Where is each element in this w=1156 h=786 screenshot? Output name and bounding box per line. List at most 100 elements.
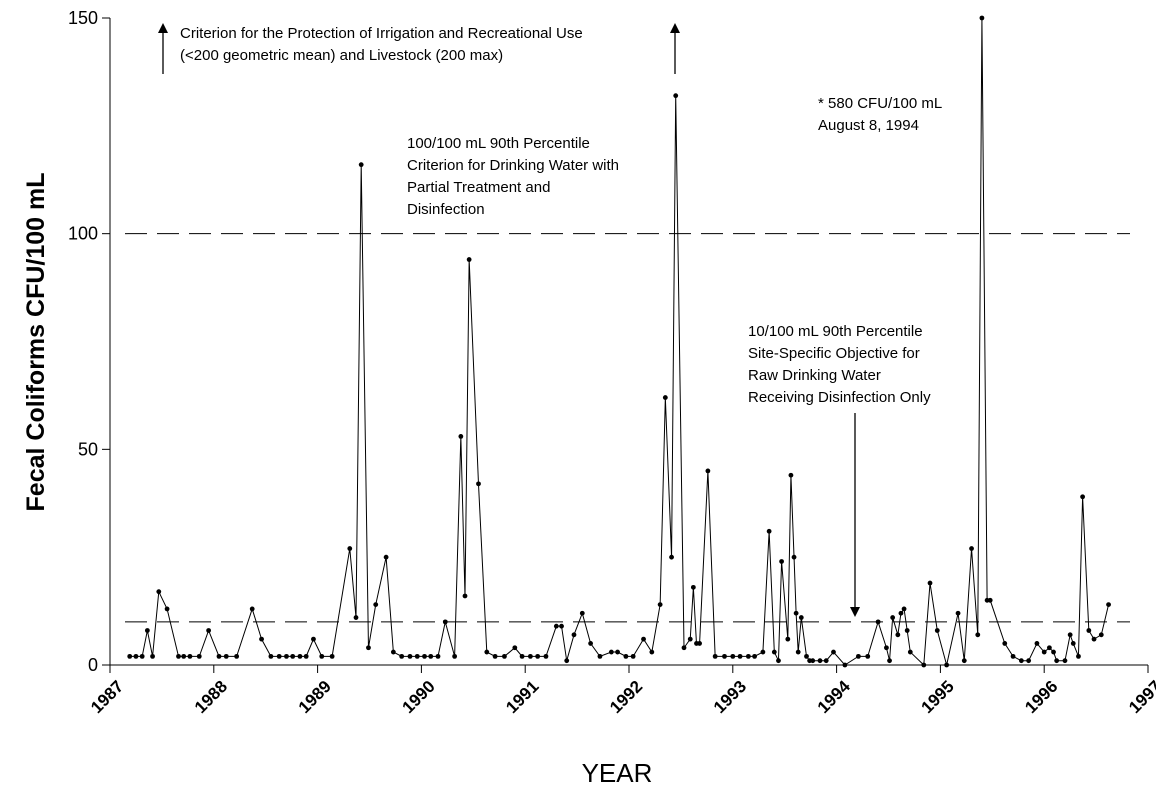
- data-point: [969, 546, 974, 551]
- data-point: [855, 653, 861, 659]
- data-point: [955, 610, 961, 616]
- data-point: [890, 615, 896, 620]
- data-point: [745, 653, 751, 659]
- data-point: [705, 468, 711, 474]
- x-tick-label: 1997: [1125, 677, 1156, 717]
- data-point: [823, 658, 829, 664]
- data-point: [1034, 641, 1040, 646]
- data-point: [234, 653, 240, 659]
- annotation: (<200 geometric mean) and Livestock (200…: [180, 47, 503, 64]
- data-point: [407, 653, 413, 659]
- data-point: [353, 615, 359, 620]
- data-point: [662, 395, 668, 400]
- data-point: [311, 636, 316, 642]
- data-point: [390, 649, 396, 655]
- data-point: [927, 580, 933, 586]
- x-tick-label: 1988: [191, 677, 231, 717]
- data-point: [579, 610, 585, 616]
- data-point: [760, 649, 766, 655]
- data-point: [502, 653, 507, 659]
- data-point: [795, 649, 801, 655]
- data-point: [895, 632, 901, 638]
- data-point: [249, 606, 255, 612]
- data-point: [798, 615, 804, 620]
- data-point: [259, 636, 264, 642]
- data-point: [133, 653, 139, 659]
- data-point: [366, 645, 371, 651]
- x-tick-label: 1993: [710, 677, 750, 717]
- data-point: [527, 653, 533, 659]
- annotation: Receiving Disinfection Only: [748, 389, 931, 406]
- data-point: [810, 658, 816, 664]
- data-point: [512, 645, 518, 651]
- data-point: [564, 658, 570, 664]
- data-point: [303, 653, 309, 659]
- data-point: [681, 645, 687, 651]
- data-point: [673, 93, 679, 99]
- data-point: [462, 593, 468, 599]
- data-point: [975, 632, 981, 638]
- data-point: [1080, 494, 1086, 500]
- data-point: [297, 653, 303, 659]
- data-point: [804, 653, 809, 659]
- data-point: [1070, 641, 1076, 646]
- data-point: [358, 162, 364, 168]
- data-point: [649, 649, 655, 655]
- data-point: [1010, 653, 1016, 659]
- annotation: Site-Specific Objective for: [748, 345, 920, 362]
- data-point: [831, 649, 836, 655]
- data-point: [139, 653, 145, 659]
- data-point: [641, 636, 646, 642]
- data-point: [1018, 658, 1024, 664]
- data-point: [987, 597, 993, 603]
- data-point: [492, 653, 498, 659]
- data-point: [1086, 628, 1092, 633]
- x-tick-label: 1996: [1021, 677, 1061, 717]
- data-point: [697, 641, 702, 646]
- annotation: Criterion for the Protection of Irrigati…: [180, 25, 583, 42]
- data-point: [615, 649, 620, 655]
- data-point: [722, 653, 727, 659]
- data-point: [422, 653, 427, 659]
- data-point: [669, 554, 674, 560]
- x-tick-label: 1995: [918, 677, 958, 717]
- data-point: [791, 554, 797, 560]
- annotation: 10/100 mL 90th Percentile: [748, 323, 923, 340]
- annotation: Raw Drinking Water: [748, 367, 881, 384]
- data-point: [944, 662, 950, 668]
- data-point: [458, 433, 464, 439]
- data-point: [553, 623, 559, 629]
- data-point: [373, 602, 379, 608]
- data-point: [875, 619, 881, 625]
- data-point: [766, 528, 772, 534]
- data-point: [979, 15, 985, 21]
- data-point: [484, 649, 490, 655]
- data-point: [466, 257, 472, 262]
- data-point: [347, 546, 353, 551]
- y-tick-label: 150: [68, 8, 98, 28]
- data-point: [608, 649, 614, 655]
- data-point: [164, 606, 170, 612]
- data-point: [793, 610, 799, 616]
- data-point: [961, 658, 967, 664]
- data-point: [687, 636, 693, 642]
- x-tick-label: 1987: [87, 677, 127, 717]
- data-point: [268, 653, 274, 659]
- data-point: [934, 628, 940, 633]
- annotation: Partial Treatment and: [407, 179, 550, 196]
- data-point: [216, 653, 222, 659]
- data-point: [1046, 645, 1052, 651]
- y-tick-label: 0: [88, 655, 98, 675]
- data-point: [730, 653, 736, 659]
- data-point: [921, 662, 927, 668]
- data-point: [535, 653, 541, 659]
- data-point: [842, 662, 848, 668]
- data-point: [276, 653, 282, 659]
- data-point: [476, 481, 481, 487]
- data-point: [196, 653, 202, 659]
- data-point: [690, 584, 696, 590]
- data-point: [284, 653, 289, 659]
- data-point: [597, 653, 603, 659]
